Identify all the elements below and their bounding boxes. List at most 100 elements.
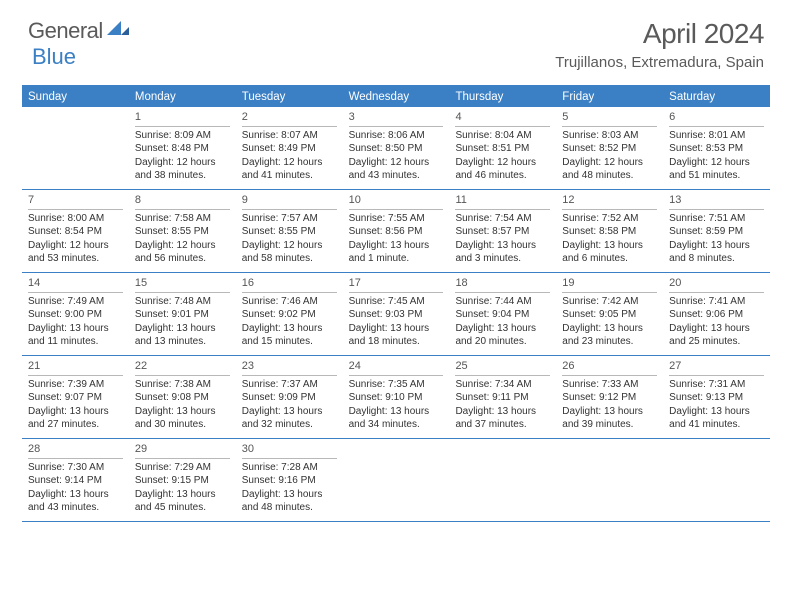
day2-line: and 23 minutes. [562,335,657,349]
day2-line: and 43 minutes. [349,169,444,183]
day-number: 9 [242,193,337,210]
day1-line: Daylight: 13 hours [28,322,123,336]
day-number: 5 [562,110,657,127]
week-row: 28Sunrise: 7:30 AMSunset: 9:14 PMDayligh… [22,439,770,522]
day1-line: Daylight: 13 hours [669,405,764,419]
day-number: 10 [349,193,444,210]
sunrise-line: Sunrise: 8:09 AM [135,129,230,143]
logo: General [28,18,129,44]
dow-header-row: Sunday Monday Tuesday Wednesday Thursday… [22,87,770,107]
day1-line: Daylight: 13 hours [562,405,657,419]
sunrise-line: Sunrise: 7:38 AM [135,378,230,392]
sunset-line: Sunset: 8:56 PM [349,225,444,239]
sunset-line: Sunset: 9:01 PM [135,308,230,322]
day-cell: 4 Sunrise: 8:04 AMSunset: 8:51 PMDaylight… [449,107,556,189]
day1-line: Daylight: 13 hours [242,405,337,419]
day1-line: Daylight: 13 hours [242,488,337,502]
sunset-line: Sunset: 8:58 PM [562,225,657,239]
day-cell: 29Sunrise: 7:29 AMSunset: 9:15 PMDayligh… [129,439,236,521]
day-cell: 6Sunrise: 8:01 AMSunset: 8:53 PMDaylight… [663,107,770,189]
sunset-line: Sunset: 8:51 PM [455,142,550,156]
day-cell: 10 Sunrise: 7:55 AMSunset: 8:56 PMDayligh… [343,190,450,272]
day-number: 17 [349,276,444,293]
sunrise-line: Sunrise: 7:37 AM [242,378,337,392]
day2-line: and 56 minutes. [135,252,230,266]
sunset-line: Sunset: 9:12 PM [562,391,657,405]
day1-line: Daylight: 12 hours [349,156,444,170]
sunrise-line: Sunrise: 7:44 AM [455,295,550,309]
day2-line: and 58 minutes. [242,252,337,266]
day1-line: Daylight: 12 hours [455,156,550,170]
day2-line: and 37 minutes. [455,418,550,432]
day-cell: 25Sunrise: 7:34 AMSunset: 9:11 PMDayligh… [449,356,556,438]
sunrise-line: Sunrise: 7:29 AM [135,461,230,475]
day2-line: and 3 minutes. [455,252,550,266]
sunset-line: Sunset: 9:14 PM [28,474,123,488]
day-cell: 22Sunrise: 7:38 AMSunset: 9:08 PMDayligh… [129,356,236,438]
day1-line: Daylight: 13 hours [135,322,230,336]
day1-line: Daylight: 13 hours [669,239,764,253]
dow-tuesday: Tuesday [236,87,343,107]
sunrise-line: Sunrise: 7:45 AM [349,295,444,309]
day1-line: Daylight: 12 hours [135,156,230,170]
day2-line: and 34 minutes. [349,418,444,432]
sunrise-line: Sunrise: 7:34 AM [455,378,550,392]
sunset-line: Sunset: 8:52 PM [562,142,657,156]
day-cell: 27Sunrise: 7:31 AMSunset: 9:13 PMDayligh… [663,356,770,438]
day-number: 13 [669,193,764,210]
day-cell: 17Sunrise: 7:45 AMSunset: 9:03 PMDayligh… [343,273,450,355]
day-number: 11 [455,193,550,210]
day-cell: 24Sunrise: 7:35 AMSunset: 9:10 PMDayligh… [343,356,450,438]
day1-line: Daylight: 13 hours [349,239,444,253]
sunrise-line: Sunrise: 8:04 AM [455,129,550,143]
sunrise-line: Sunrise: 7:28 AM [242,461,337,475]
day2-line: and 38 minutes. [135,169,230,183]
sunset-line: Sunset: 9:10 PM [349,391,444,405]
day-number: 6 [669,110,764,127]
day1-line: Daylight: 13 hours [669,322,764,336]
week-row: 1Sunrise: 8:09 AMSunset: 8:48 PMDaylight… [22,107,770,190]
day-cell: 13Sunrise: 7:51 AMSunset: 8:59 PMDayligh… [663,190,770,272]
day2-line: and 13 minutes. [135,335,230,349]
sunrise-line: Sunrise: 7:46 AM [242,295,337,309]
sunrise-line: Sunrise: 7:31 AM [669,378,764,392]
day-number: 8 [135,193,230,210]
day2-line: and 48 minutes. [242,501,337,515]
day-cell: 3Sunrise: 8:06 AMSunset: 8:50 PMDaylight… [343,107,450,189]
day1-line: Daylight: 12 hours [242,239,337,253]
day-number: 4 [455,110,550,127]
sunset-line: Sunset: 9:07 PM [28,391,123,405]
day2-line: and 27 minutes. [28,418,123,432]
day1-line: Daylight: 13 hours [455,405,550,419]
day2-line: and 11 minutes. [28,335,123,349]
day-cell [449,439,556,521]
sunrise-line: Sunrise: 7:35 AM [349,378,444,392]
sunrise-line: Sunrise: 7:55 AM [349,212,444,226]
day-cell: 2Sunrise: 8:07 AMSunset: 8:49 PMDaylight… [236,107,343,189]
logo-triangle-icon [107,15,129,41]
month-title: April 2024 [555,18,764,50]
day-number: 16 [242,276,337,293]
week-row: 7Sunrise: 8:00 AMSunset: 8:54 PMDaylight… [22,190,770,273]
day-number: 24 [349,359,444,376]
day-cell: 11Sunrise: 7:54 AMSunset: 8:57 PMDayligh… [449,190,556,272]
day2-line: and 18 minutes. [349,335,444,349]
sunrise-line: Sunrise: 7:51 AM [669,212,764,226]
day1-line: Daylight: 13 hours [562,239,657,253]
sunrise-line: Sunrise: 7:42 AM [562,295,657,309]
day1-line: Daylight: 12 hours [28,239,123,253]
sunrise-line: Sunrise: 8:00 AM [28,212,123,226]
day1-line: Daylight: 13 hours [562,322,657,336]
day-number: 7 [28,193,123,210]
day-cell: 14Sunrise: 7:49 AMSunset: 9:00 PMDayligh… [22,273,129,355]
day-cell [22,107,129,189]
sunrise-line: Sunrise: 7:30 AM [28,461,123,475]
day-number: 20 [669,276,764,293]
day1-line: Daylight: 13 hours [135,405,230,419]
location-subtitle: Trujillanos, Extremadura, Spain [555,54,764,71]
day-cell: 30Sunrise: 7:28 AMSunset: 9:16 PMDayligh… [236,439,343,521]
day-number: 1 [135,110,230,127]
day2-line: and 41 minutes. [669,418,764,432]
day2-line: and 46 minutes. [455,169,550,183]
day1-line: Daylight: 13 hours [455,239,550,253]
